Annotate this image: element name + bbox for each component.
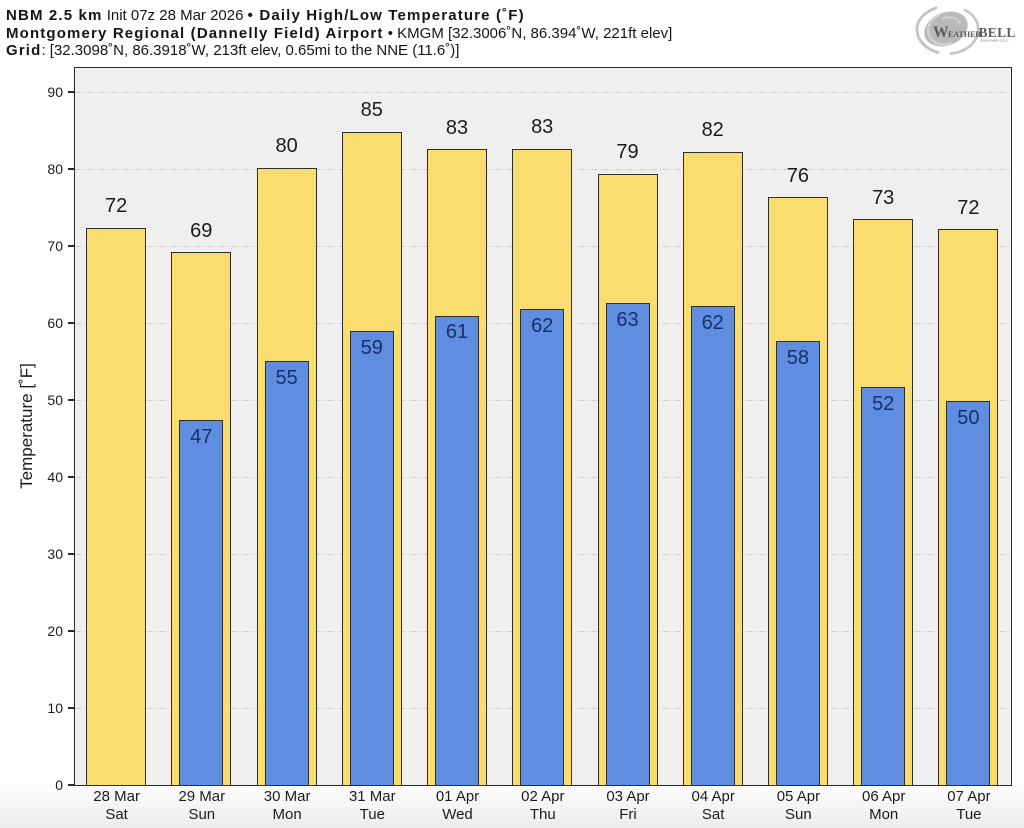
svg-text:W: W (933, 24, 949, 41)
svg-text:BELL: BELL (979, 25, 1016, 40)
svg-text:Associates LLC: Associates LLC (980, 38, 1009, 43)
svg-text:EATHER: EATHER (948, 30, 981, 39)
